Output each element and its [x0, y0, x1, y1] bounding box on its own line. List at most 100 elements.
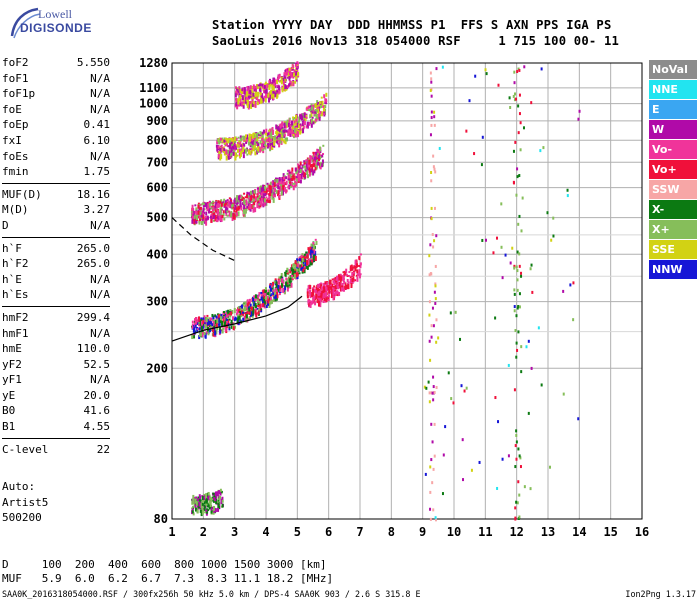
echo-point — [271, 299, 274, 302]
echo-point — [330, 296, 333, 299]
echo-point — [197, 202, 200, 205]
echo-point — [244, 208, 247, 214]
echo-point — [254, 310, 257, 316]
echo-point — [203, 504, 206, 510]
echo-point — [220, 499, 223, 505]
echo-point — [262, 187, 265, 192]
echo-point — [269, 139, 272, 143]
echo-point — [301, 266, 304, 269]
echo-point — [254, 85, 257, 91]
echo-point — [276, 77, 279, 82]
echo-point — [223, 321, 226, 327]
echo-point — [262, 184, 265, 188]
echo-point — [354, 261, 357, 266]
echo-point — [305, 164, 308, 170]
echo-point — [253, 88, 256, 92]
echo-point — [332, 290, 335, 296]
echo-point — [247, 192, 250, 195]
echo-point — [320, 290, 323, 296]
echo-point — [219, 138, 222, 143]
echo-point — [279, 183, 282, 188]
echo-point — [204, 324, 207, 329]
echo-point — [309, 260, 312, 266]
echo-point — [302, 125, 305, 129]
echo-point — [267, 197, 270, 203]
echo-point — [243, 315, 246, 321]
parameter-value: N/A — [90, 272, 110, 286]
echo-point — [226, 199, 229, 202]
echo-point — [283, 123, 286, 129]
echo-point — [234, 325, 237, 329]
echo-point — [224, 139, 227, 142]
echo-point — [231, 144, 234, 147]
echo-point — [289, 171, 292, 174]
echo-point — [263, 306, 266, 309]
echo-point — [293, 182, 296, 185]
noise-point — [509, 105, 512, 109]
echo-point — [356, 276, 359, 282]
echo-point — [284, 137, 287, 142]
echo-point — [238, 148, 241, 153]
echo-point — [219, 490, 222, 496]
legend-item: Vo+ — [649, 160, 697, 179]
echo-point — [219, 318, 222, 324]
echo-point — [218, 317, 221, 323]
echo-point — [308, 159, 311, 165]
echo-point — [247, 95, 250, 100]
y-tick-label: 1100 — [139, 81, 168, 95]
echo-point — [285, 176, 288, 180]
echo-point — [191, 326, 194, 329]
echo-point — [242, 154, 245, 159]
echo-point — [260, 187, 263, 193]
echo-point — [239, 202, 242, 208]
echo-point — [235, 200, 238, 205]
echo-point — [246, 153, 249, 156]
interference-point — [430, 80, 433, 84]
echo-point — [279, 287, 282, 290]
echo-point — [226, 214, 229, 217]
echo-point — [253, 200, 256, 206]
echo-point — [285, 72, 288, 76]
echo-point — [303, 121, 306, 124]
echo-point — [223, 198, 226, 201]
echo-point — [208, 203, 211, 207]
echo-point — [308, 121, 311, 126]
echo-point — [191, 207, 194, 212]
echo-point — [345, 287, 348, 290]
interference-point — [515, 440, 518, 444]
echo-point — [310, 248, 313, 254]
echo-point — [222, 146, 225, 150]
noise-point — [507, 454, 510, 458]
noise-point — [432, 324, 435, 328]
parameter-name: foF1 — [2, 71, 29, 85]
echo-point — [220, 208, 223, 211]
echo-point — [227, 210, 230, 213]
echo-point — [198, 328, 201, 334]
echo-point — [223, 137, 226, 141]
echo-point — [217, 503, 220, 509]
noise-point — [454, 310, 457, 314]
interference-point — [517, 305, 520, 309]
parameter-name: yE — [2, 388, 16, 402]
parameter-row: h`Es N/A — [2, 288, 110, 304]
echo-point — [276, 181, 279, 187]
echo-point — [258, 301, 261, 305]
echo-point — [278, 85, 281, 91]
echo-point — [295, 67, 298, 70]
interference-point — [431, 391, 434, 395]
echo-point — [205, 331, 208, 335]
echo-point — [295, 62, 298, 65]
echo-point — [224, 208, 227, 214]
interference-point — [429, 507, 432, 511]
echo-point — [254, 91, 257, 95]
echo-point — [354, 265, 357, 271]
echo-point — [233, 214, 236, 220]
echo-point — [315, 240, 318, 245]
interference-point — [520, 345, 523, 349]
echo-point — [342, 278, 345, 281]
header-labels: Station YYYY DAY DDD HHMMSS P1 FFS S AXN… — [212, 18, 612, 32]
echo-point — [283, 129, 286, 133]
parameter-name: hmF2 — [2, 310, 29, 324]
echo-point — [302, 171, 305, 175]
echo-point — [314, 109, 317, 113]
